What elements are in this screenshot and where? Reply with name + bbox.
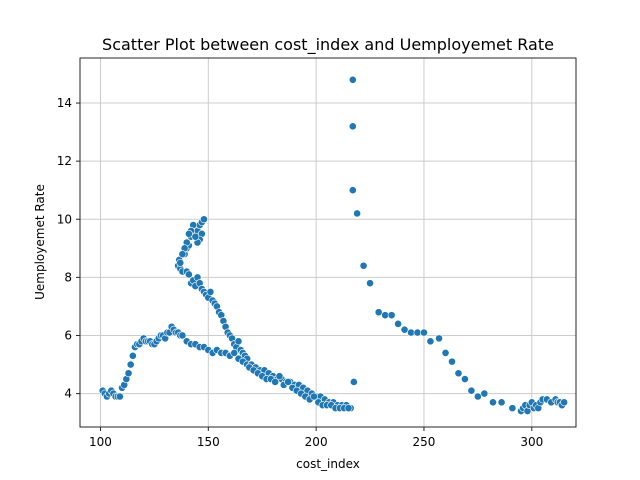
y-tick-label: 4 [64, 387, 72, 401]
y-tick-label: 10 [57, 212, 72, 226]
scatter-point [394, 319, 402, 328]
scatter-point [413, 328, 422, 337]
x-tick-label: 300 [520, 435, 543, 449]
scatter-point [275, 372, 284, 381]
scatter-point [348, 75, 357, 84]
scatter-point [126, 360, 135, 369]
scatter-point [366, 279, 374, 288]
scatter-point [176, 258, 185, 267]
scatter-point [185, 229, 193, 238]
scatter-point [480, 389, 489, 398]
scatter-point [387, 311, 396, 320]
scatter-point [344, 404, 353, 413]
scatter-point [348, 186, 357, 195]
y-tick-label: 8 [64, 270, 72, 284]
y-tick-label: 14 [57, 96, 72, 110]
scatter-point [348, 122, 357, 131]
x-tick-label: 150 [197, 435, 220, 449]
scatter-point [359, 261, 368, 270]
scatter-point [381, 311, 390, 320]
scatter-point [178, 331, 187, 340]
scatter-point [454, 369, 463, 378]
scatter-point [508, 404, 517, 413]
x-axis-label: cost_index [296, 457, 360, 471]
scatter-point [200, 215, 208, 224]
y-tick-label: 6 [64, 328, 72, 342]
scatter-point [353, 209, 362, 218]
x-tick-label: 200 [305, 435, 328, 449]
scatter-point [448, 357, 456, 366]
scatter-point [191, 232, 200, 241]
scatter-point [310, 392, 318, 401]
scatter-point [407, 328, 415, 337]
data-points [98, 75, 569, 415]
scatter-point [230, 349, 239, 357]
scatter-point [271, 378, 280, 386]
plot-frame [79, 57, 577, 428]
scatter-point [284, 378, 293, 386]
scatter-point [115, 392, 124, 401]
scatter-point [178, 250, 187, 259]
grid-lines [80, 58, 576, 427]
y-tick-label: 12 [57, 154, 72, 168]
scatter-point [426, 337, 435, 346]
scatter-point [234, 337, 243, 346]
scatter-point [489, 398, 497, 407]
y-axis-label: Uemployemet Rate [33, 184, 47, 300]
x-tick-label: 100 [89, 435, 112, 449]
scatter-point [420, 328, 428, 337]
scatter-point [374, 308, 383, 317]
scatter-point [206, 287, 215, 296]
scatter-point [467, 386, 476, 395]
scatter-point [124, 369, 133, 378]
scatter-point [473, 392, 482, 401]
scatter-point [441, 349, 450, 357]
x-tick-label: 250 [413, 435, 436, 449]
x-axis-ticks: 100 150 200 250 300 [89, 427, 543, 449]
scatter-point [349, 378, 358, 386]
scatter-point [185, 270, 193, 279]
scatter-point [560, 398, 569, 407]
chart-title: Scatter Plot between cost_index and Uemp… [102, 35, 554, 55]
scatter-point [461, 375, 469, 383]
scatter-point [128, 351, 137, 360]
scatter-point [435, 334, 443, 343]
scatter-point [400, 325, 409, 334]
scatter-point [497, 398, 506, 407]
y-axis-ticks: 4 6 8 10 12 14 [57, 96, 80, 401]
